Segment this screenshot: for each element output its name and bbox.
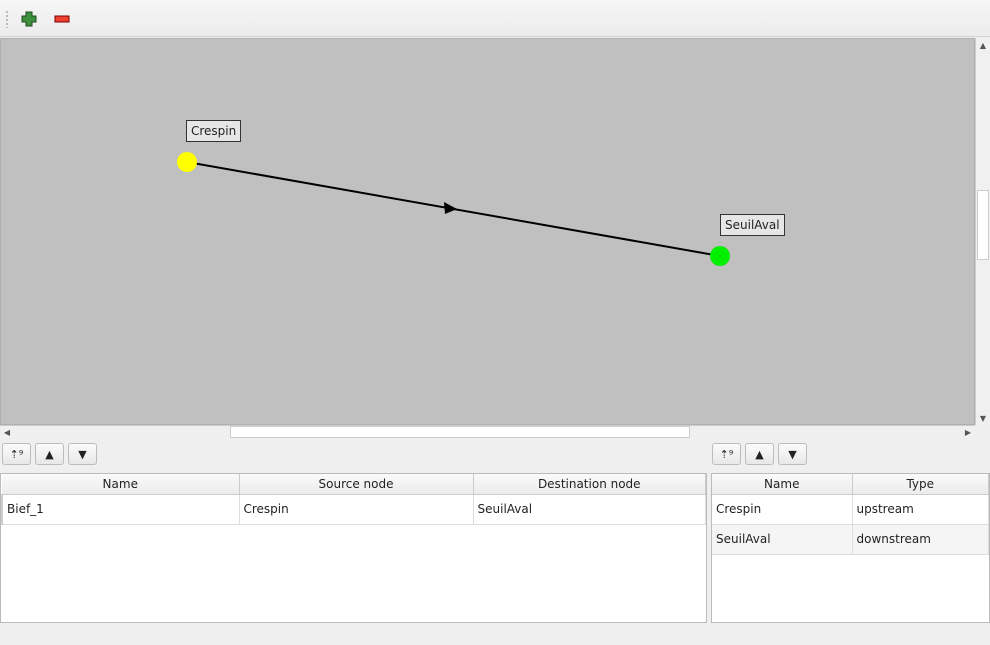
column-header-name[interactable]: Name <box>2 474 240 495</box>
arrow-up-icon: ▲ <box>45 447 54 461</box>
cell-name[interactable]: Crespin <box>712 494 853 525</box>
arrow-down-icon: ▼ <box>78 447 87 461</box>
toolbar <box>0 0 990 37</box>
toolbar-grip[interactable] <box>5 10 9 28</box>
red-minus-icon <box>54 15 70 23</box>
column-header-destination-node[interactable]: Destination node <box>473 474 706 495</box>
node-label-crespin: Crespin <box>186 120 242 142</box>
node-crespin[interactable] <box>177 152 197 172</box>
column-header-source-node[interactable]: Source node <box>239 474 474 495</box>
table-row[interactable]: SeuilAval downstream <box>712 524 989 555</box>
nodes-sort-button[interactable]: ⇡⁹ <box>712 443 741 465</box>
cell-source-node[interactable]: Crespin <box>239 494 474 525</box>
cell-name[interactable]: Bief_1 <box>1 494 240 525</box>
scroll-up-icon[interactable]: ▲ <box>979 40 987 50</box>
cell-destination-node[interactable]: SeuilAval <box>473 494 706 525</box>
cell-name[interactable]: SeuilAval <box>712 524 853 555</box>
scroll-right-icon[interactable]: ▶ <box>964 427 972 437</box>
vertical-scrollbar[interactable]: ▲ ▼ <box>975 38 990 425</box>
move-up-button[interactable]: ▲ <box>35 443 64 465</box>
horizontal-scrollbar[interactable]: ◀ ▶ <box>0 425 975 438</box>
edge-arrow-icon <box>444 202 457 214</box>
remove-node-button[interactable] <box>51 9 73 29</box>
table-row[interactable]: Bief_1 Crespin SeuilAval <box>1 494 706 525</box>
horizontal-scroll-handle[interactable] <box>230 426 690 438</box>
vertical-scroll-handle[interactable] <box>977 190 989 260</box>
nodes-move-up-button[interactable]: ▲ <box>745 443 774 465</box>
node-seuilaval[interactable] <box>710 246 730 266</box>
add-node-button[interactable] <box>18 9 40 29</box>
arrow-down-icon: ▼ <box>788 447 797 461</box>
sort-button[interactable]: ⇡⁹ <box>2 443 31 465</box>
nodes-table: Name Type Crespin upstream SeuilAval dow… <box>711 473 990 623</box>
table-row[interactable]: Crespin upstream <box>712 494 989 525</box>
graph-canvas[interactable]: Crespin SeuilAval <box>0 38 975 425</box>
cell-type[interactable]: downstream <box>852 524 989 555</box>
scroll-down-icon[interactable]: ▼ <box>979 413 987 423</box>
node-label-seuilaval: SeuilAval <box>720 214 785 236</box>
reaches-table: Name Source node Destination node Bief_1… <box>0 473 707 623</box>
column-header-type[interactable]: Type <box>852 474 989 495</box>
cell-type[interactable]: upstream <box>852 494 989 525</box>
nodes-move-down-button[interactable]: ▼ <box>778 443 807 465</box>
scroll-left-icon[interactable]: ◀ <box>3 427 11 437</box>
sort-icon: ⇡⁹ <box>719 447 734 461</box>
arrow-up-icon: ▲ <box>755 447 764 461</box>
column-header-name[interactable]: Name <box>712 474 853 495</box>
move-down-button[interactable]: ▼ <box>68 443 97 465</box>
sort-icon: ⇡⁹ <box>9 447 24 461</box>
green-plus-icon <box>21 11 37 27</box>
